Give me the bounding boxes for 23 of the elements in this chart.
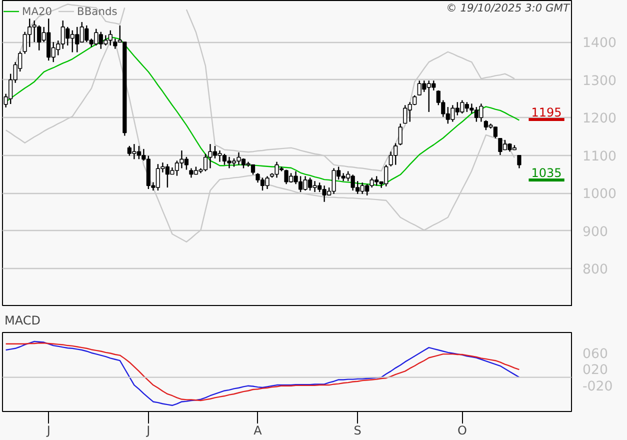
candlestick [517, 154, 522, 169]
y-tick-label: 900 [582, 224, 608, 240]
y-tick-label: 1100 [582, 149, 616, 164]
ref-line-label: 1035 [531, 166, 562, 180]
x-tick-label: O [457, 424, 467, 438]
x-tick-label: S [354, 424, 362, 438]
x-tick-label: J [146, 424, 150, 438]
candlestick [398, 123, 402, 146]
ref-line-label: 1195 [531, 106, 562, 120]
y-tick-label: 1300 [582, 74, 616, 89]
legend-label: MA20 [22, 4, 52, 18]
y-tick-label: -020 [582, 379, 613, 394]
y-tick-label: 020 [582, 363, 608, 378]
y-tick-label: 060 [582, 346, 608, 362]
y-tick-label: 1000 [582, 187, 616, 202]
x-tick-label: A [254, 424, 263, 438]
y-tick-label: 1400 [582, 36, 616, 52]
chart-title: MACD [4, 314, 40, 328]
y-tick-label: 800 [582, 262, 608, 278]
x-tick-label: J [46, 424, 50, 438]
legend-label: BBands [77, 4, 118, 18]
annotation: © 19/10/2025 3:0 GMT [446, 2, 571, 14]
y-tick-label: 1200 [582, 112, 616, 127]
